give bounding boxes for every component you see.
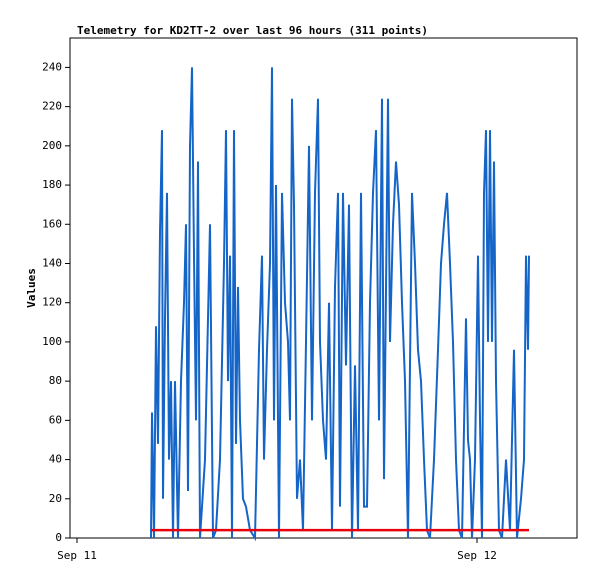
- y-tick-label: 40: [49, 453, 62, 466]
- x-tick-label: Sep 12: [457, 549, 497, 562]
- y-tick-label: 160: [42, 217, 62, 230]
- data-line: [150, 67, 530, 542]
- y-tick-label: 180: [42, 178, 62, 191]
- y-tick-label: 80: [49, 374, 62, 387]
- chart-title: Telemetry for KD2TT-2 over last 96 hours…: [77, 24, 428, 37]
- y-tick-label: 60: [49, 413, 62, 426]
- y-tick-label: 0: [55, 531, 62, 544]
- y-tick-label: 200: [42, 139, 62, 152]
- y-tick-label: 220: [42, 100, 62, 113]
- y-axis-label: Values: [25, 268, 38, 308]
- y-tick-label: 100: [42, 335, 62, 348]
- y-tick-label: 240: [42, 60, 62, 73]
- y-tick-label: 140: [42, 256, 62, 269]
- x-tick-label: Sep 11: [57, 549, 97, 562]
- plot-frame: [69, 37, 578, 539]
- y-tick-label: 20: [49, 492, 62, 505]
- y-tick-label: 120: [42, 296, 62, 309]
